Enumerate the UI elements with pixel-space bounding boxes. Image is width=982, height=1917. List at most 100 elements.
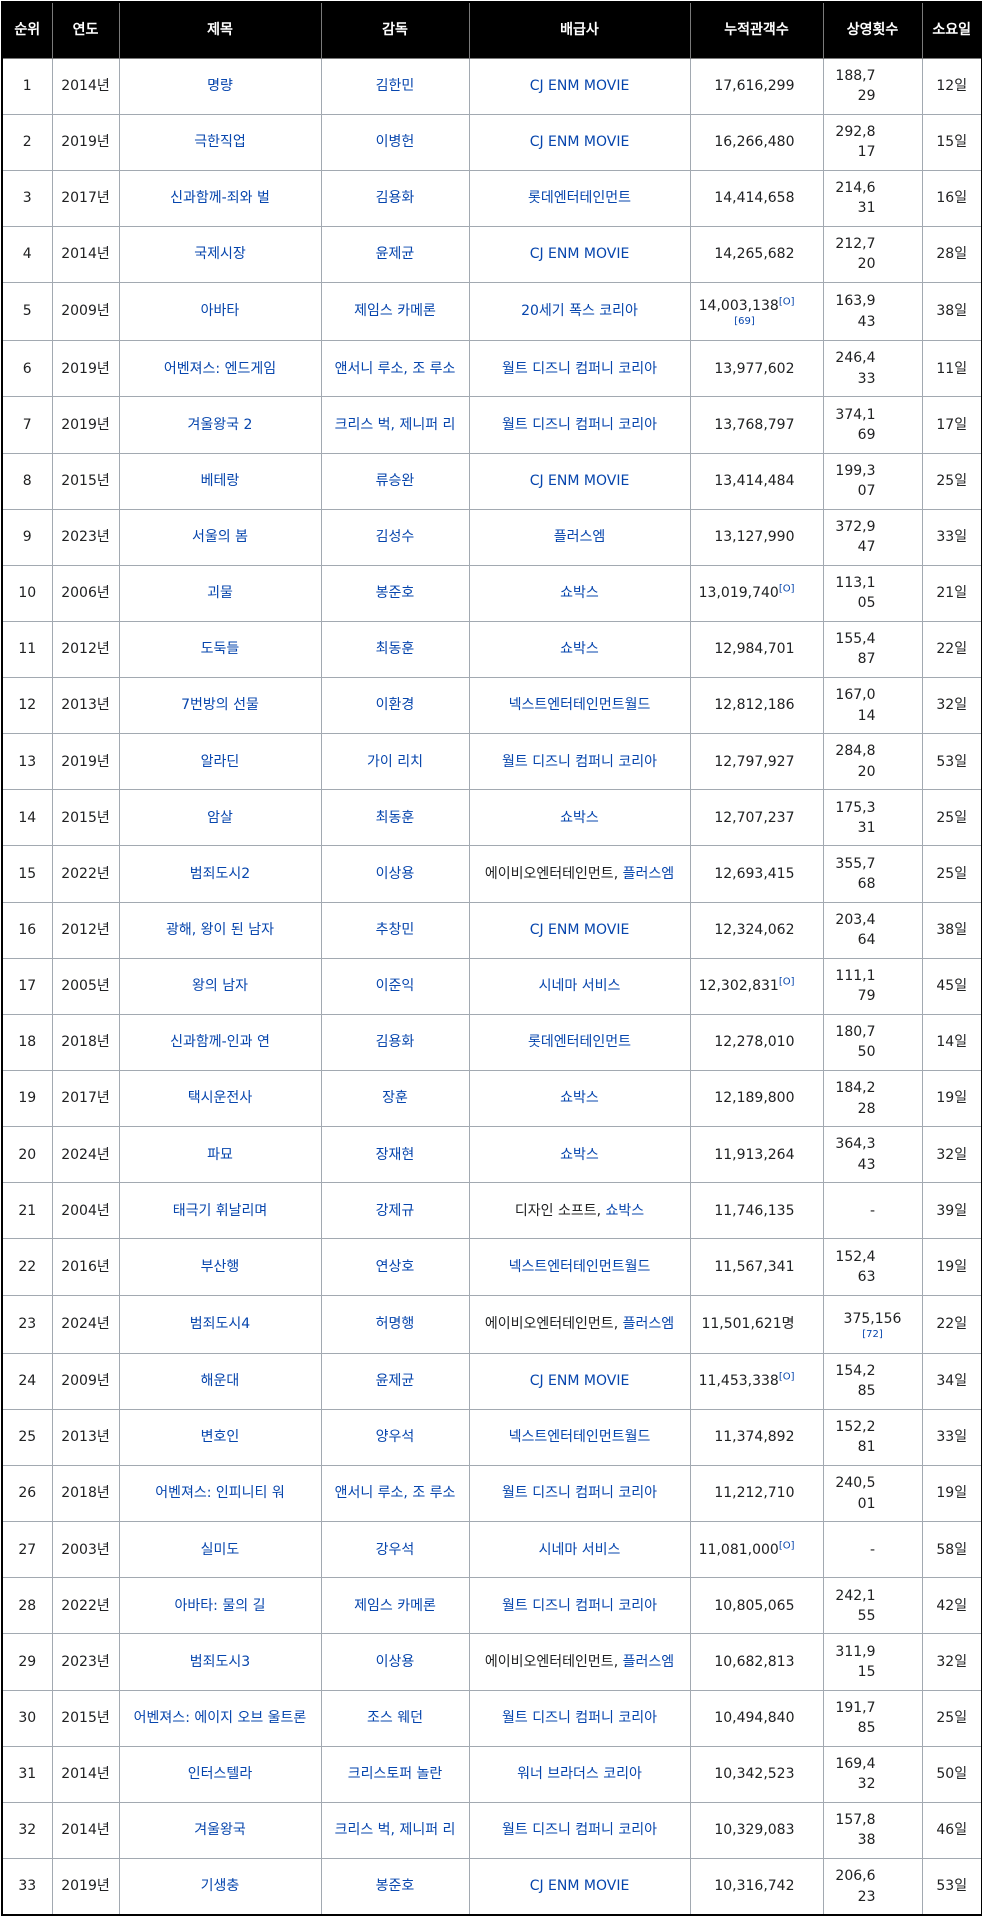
director-link[interactable]: 윤제균 [320, 1352, 470, 1410]
director-link[interactable]: 이상용 [320, 1633, 470, 1691]
director-link[interactable]: 김용화 [320, 169, 470, 227]
distributor-link[interactable]: 쇼박스 [560, 809, 599, 826]
director-link[interactable]: 김용화 [320, 1013, 470, 1072]
distributor-link[interactable]: 월트 디즈니 컴퍼니 코리아 [501, 1485, 658, 1502]
header-year[interactable]: 연도 [51, 1, 120, 59]
title-link[interactable]: 범죄도시4 [118, 1294, 322, 1354]
title-link[interactable]: 광해, 왕이 된 남자 [118, 901, 322, 959]
director-link[interactable]: 봉준호 [320, 564, 470, 622]
director-link[interactable]: 이상용 [320, 845, 470, 903]
footnote-link[interactable]: [O] [778, 1371, 795, 1383]
distributor-link[interactable]: 쇼박스 [560, 1090, 599, 1107]
header-audience[interactable]: 누적관객수 [689, 1, 824, 59]
director-link[interactable]: 연상호 [320, 1238, 470, 1296]
title-link[interactable]: 아바타 [118, 282, 322, 342]
title-link[interactable]: 어벤져스: 엔드게임 [118, 340, 322, 398]
director-link[interactable]: 최동훈 [320, 789, 470, 847]
distributor-link[interactable]: 20세기 폭스 코리아 [521, 303, 638, 320]
title-link[interactable]: 도둑들 [118, 620, 322, 679]
distributor-link[interactable]: 쇼박스 [605, 1202, 645, 1219]
distributor-link[interactable]: CJ ENM MOVIE [529, 1373, 630, 1390]
title-link[interactable]: 신과함께-죄와 벌 [118, 169, 322, 227]
footnote-link[interactable]: [O] [778, 1539, 795, 1551]
header-rank[interactable]: 순위 [1, 1, 53, 59]
distributor-link[interactable]: 플러스엠 [622, 865, 675, 882]
title-link[interactable]: 태극기 휘날리며 [118, 1182, 322, 1240]
distributor-link[interactable]: 월트 디즈니 컴퍼니 코리아 [501, 1822, 658, 1839]
director-link[interactable]: 윤제균 [320, 225, 470, 284]
distributor-link[interactable]: CJ ENM MOVIE [529, 472, 630, 489]
director-link[interactable]: 추창민 [320, 901, 470, 959]
distributor-link[interactable]: 쇼박스 [560, 1146, 599, 1163]
title-link[interactable]: 명량 [118, 57, 322, 115]
distributor-link[interactable]: 쇼박스 [560, 585, 599, 602]
distributor-link[interactable]: 플러스엠 [622, 1316, 675, 1333]
distributor-link[interactable]: 월트 디즈니 컴퍼니 코리아 [501, 1710, 658, 1727]
title-link[interactable]: 서울의 봄 [118, 508, 322, 566]
director-link[interactable]: 조스 웨던 [320, 1689, 470, 1747]
director-link[interactable]: 가이 리치 [320, 733, 470, 791]
distributor-link[interactable]: 플러스엠 [622, 1653, 675, 1670]
title-link[interactable]: 기생충 [118, 1858, 322, 1916]
distributor-link[interactable]: 월트 디즈니 컴퍼니 코리아 [501, 753, 658, 770]
title-link[interactable]: 변호인 [118, 1408, 322, 1467]
director-link[interactable]: 강제규 [320, 1182, 470, 1240]
title-link[interactable]: 국제시장 [118, 225, 322, 284]
title-link[interactable]: 실미도 [118, 1521, 322, 1579]
title-link[interactable]: 겨울왕국 [118, 1801, 322, 1860]
director-link[interactable]: 제임스 카메론 [320, 1577, 470, 1635]
title-link[interactable]: 아바타: 물의 길 [118, 1577, 322, 1635]
director-link[interactable]: 허명행 [320, 1294, 470, 1354]
director-link[interactable]: 김성수 [320, 508, 470, 566]
title-link[interactable]: 겨울왕국 2 [118, 396, 322, 454]
title-link[interactable]: 택시운전사 [118, 1070, 322, 1128]
title-link[interactable]: 괴물 [118, 564, 322, 622]
title-link[interactable]: 신과함께-인과 연 [118, 1013, 322, 1072]
footnote-link[interactable]: [O] [778, 583, 795, 595]
title-link[interactable]: 알라딘 [118, 733, 322, 791]
distributor-link[interactable]: CJ ENM MOVIE [529, 77, 630, 94]
director-link[interactable]: 김한민 [320, 57, 470, 115]
title-link[interactable]: 파묘 [118, 1126, 322, 1184]
director-link[interactable]: 이병헌 [320, 113, 470, 171]
director-link[interactable]: 이준익 [320, 957, 470, 1015]
header-distributor[interactable]: 배급사 [468, 1, 691, 59]
director-link[interactable]: 이환경 [320, 677, 470, 735]
footnote-link[interactable]: [O] [778, 296, 795, 308]
distributor-link[interactable]: CJ ENM MOVIE [529, 1878, 630, 1895]
director-link[interactable]: 류승완 [320, 452, 470, 510]
distributor-link[interactable]: 롯데엔터테인먼트 [527, 190, 632, 207]
director-link[interactable]: 양우석 [320, 1408, 470, 1467]
footnote-link[interactable]: [O] [778, 976, 795, 988]
distributor-link[interactable]: 넥스트엔터테인먼트월드 [508, 697, 651, 714]
distributor-link[interactable]: 월트 디즈니 컴퍼니 코리아 [501, 1597, 658, 1614]
distributor-link[interactable]: 롯데엔터테인먼트 [527, 1034, 632, 1051]
director-link[interactable]: 크리스토퍼 놀란 [320, 1745, 470, 1803]
title-link[interactable]: 7번방의 선물 [118, 677, 322, 735]
director-link[interactable]: 최동훈 [320, 620, 470, 679]
distributor-link[interactable]: 플러스엠 [553, 529, 606, 546]
title-link[interactable]: 왕의 남자 [118, 957, 322, 1015]
distributor-link[interactable]: 월트 디즈니 컴퍼니 코리아 [501, 360, 658, 377]
footnote-link[interactable]: [69] [734, 316, 755, 328]
director-link[interactable]: 크리스 벅, 제니퍼 리 [320, 396, 470, 454]
title-link[interactable]: 해운대 [118, 1352, 322, 1410]
distributor-link[interactable]: 넥스트엔터테인먼트월드 [508, 1429, 651, 1446]
distributor-link[interactable]: 워너 브라더스 코리아 [517, 1766, 642, 1783]
distributor-link[interactable]: 시네마 서비스 [538, 1541, 621, 1558]
distributor-link[interactable]: CJ ENM MOVIE [529, 134, 630, 151]
director-link[interactable]: 앤서니 루소, 조 루소 [320, 1465, 470, 1523]
distributor-link[interactable]: CJ ENM MOVIE [529, 922, 630, 939]
director-link[interactable]: 장훈 [320, 1070, 470, 1128]
distributor-link[interactable]: 쇼박스 [560, 641, 599, 658]
header-title[interactable]: 제목 [118, 1, 322, 59]
title-link[interactable]: 극한직업 [118, 113, 322, 171]
footnote-link[interactable]: [72] [862, 1328, 883, 1340]
header-screenings[interactable]: 상영횟수 [822, 1, 923, 59]
director-link[interactable]: 봉준호 [320, 1858, 470, 1916]
director-link[interactable]: 앤서니 루소, 조 루소 [320, 340, 470, 398]
director-link[interactable]: 제임스 카메론 [320, 282, 470, 342]
title-link[interactable]: 인터스텔라 [118, 1745, 322, 1803]
director-link[interactable]: 크리스 벅, 제니퍼 리 [320, 1801, 470, 1860]
distributor-link[interactable]: CJ ENM MOVIE [529, 246, 630, 263]
